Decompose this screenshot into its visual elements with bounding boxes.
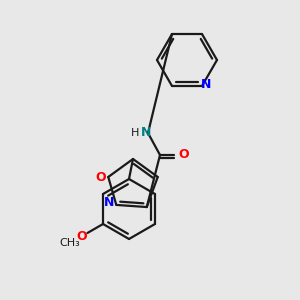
Text: O: O: [179, 148, 189, 161]
Text: CH₃: CH₃: [60, 238, 80, 248]
Text: O: O: [76, 230, 87, 243]
Text: O: O: [95, 172, 106, 184]
Text: H: H: [131, 128, 139, 138]
Text: N: N: [201, 79, 211, 92]
Text: N: N: [104, 196, 115, 209]
Text: N: N: [141, 127, 151, 140]
